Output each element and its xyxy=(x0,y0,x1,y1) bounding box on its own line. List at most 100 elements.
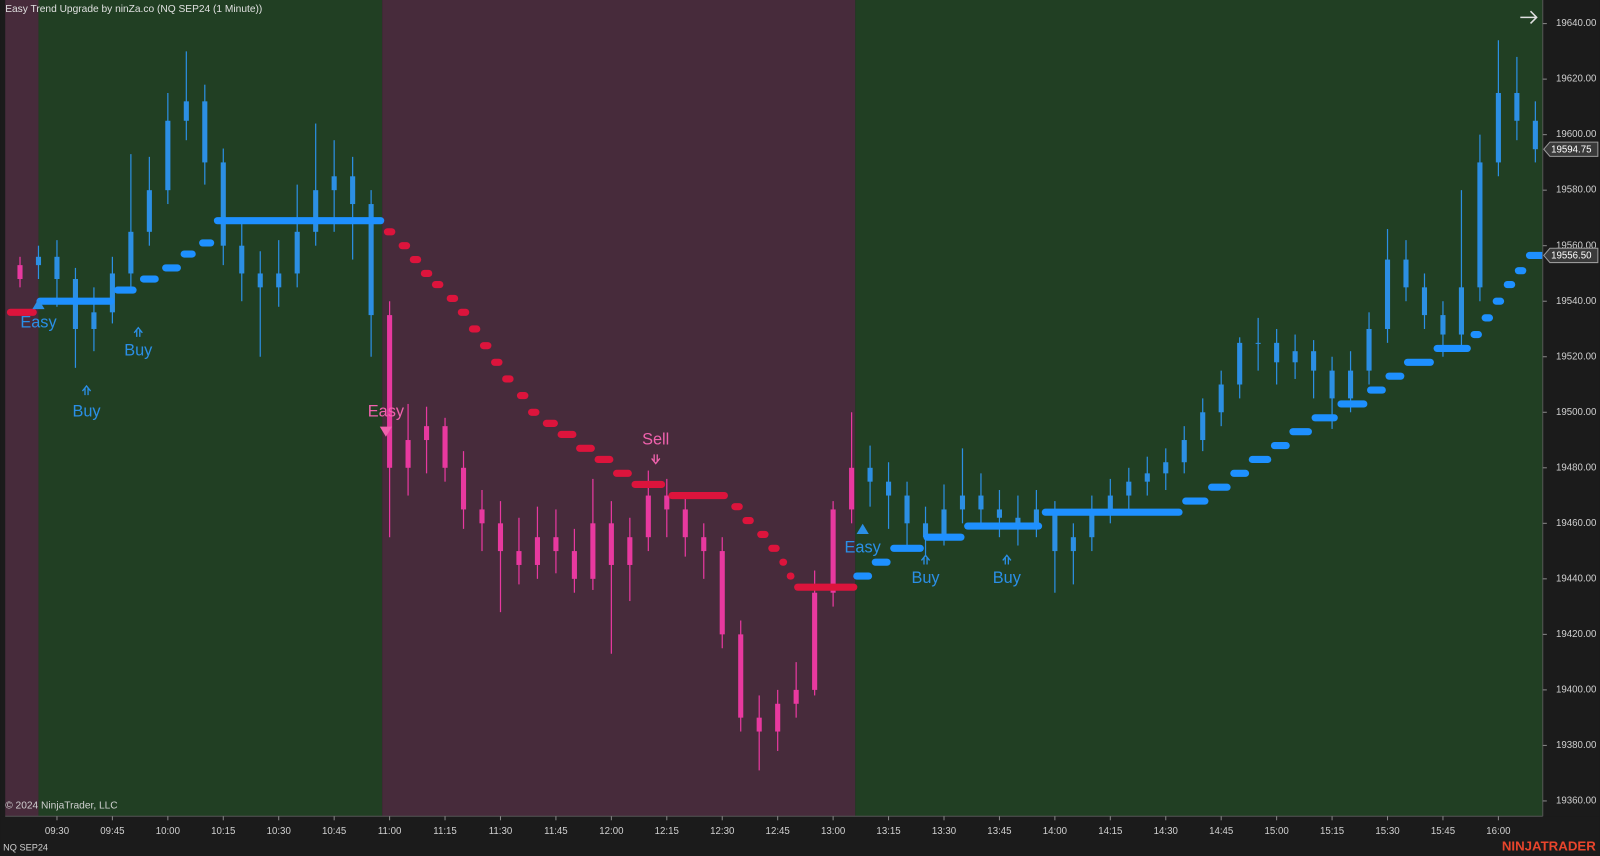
y-tick-label: 19440.00 xyxy=(1556,573,1597,584)
signal-label: Easy xyxy=(845,539,882,557)
x-tick-label: 12:30 xyxy=(710,826,735,837)
y-tick-label: 19400.00 xyxy=(1556,684,1597,695)
candle-body xyxy=(1440,315,1446,335)
trend-step xyxy=(757,530,769,538)
copyright: © 2024 NinjaTrader, LLC xyxy=(5,801,117,812)
candle-body xyxy=(257,273,263,288)
candle-body xyxy=(590,523,596,579)
trend-step xyxy=(1182,497,1209,505)
candle-body xyxy=(460,467,467,510)
y-tick-label: 19640.00 xyxy=(1556,18,1597,29)
y-tick-label: 19520.00 xyxy=(1556,351,1597,362)
trend-step xyxy=(1208,483,1231,491)
candle-body xyxy=(996,509,1002,518)
trend-step xyxy=(162,264,181,272)
trend-step xyxy=(6,308,37,316)
y-tick-label: 19420.00 xyxy=(1556,629,1597,640)
candle-body xyxy=(1477,162,1483,288)
trend-step xyxy=(557,430,577,439)
trend-step xyxy=(502,375,514,383)
y-tick-label: 19620.00 xyxy=(1556,74,1597,85)
x-tick-label: 10:45 xyxy=(322,826,346,837)
navigate-arrow-icon[interactable] xyxy=(1520,10,1538,25)
candle-body xyxy=(1052,509,1058,552)
trend-step xyxy=(1270,442,1290,450)
candle-body xyxy=(719,551,725,635)
x-tick-label: 11:15 xyxy=(433,826,457,837)
x-tick-label: 15:30 xyxy=(1375,826,1400,837)
trend-step xyxy=(1503,280,1516,289)
y-tick-label: 19560.00 xyxy=(1556,240,1597,251)
trend-step xyxy=(139,275,159,283)
trend-step xyxy=(446,294,459,303)
candle-body xyxy=(146,190,152,232)
y-tick-label: 19600.00 xyxy=(1556,129,1597,140)
trend-step xyxy=(542,419,558,427)
x-tick-label: 12:45 xyxy=(766,826,790,837)
trend-step xyxy=(594,455,614,464)
signal-arrow xyxy=(920,554,931,565)
trend-step xyxy=(213,217,385,225)
candle-body xyxy=(1144,473,1150,482)
trend-step xyxy=(1470,330,1482,339)
x-tick-label: 09:45 xyxy=(100,826,124,837)
trend-step xyxy=(383,228,396,236)
candle-body xyxy=(1255,342,1261,344)
chart-title: Easy Trend Upgrade by ninZa.co (NQ SEP24… xyxy=(5,4,262,15)
x-tick-label: 09:30 xyxy=(45,826,70,837)
trend-step xyxy=(1492,297,1505,305)
x-tick-label: 11:45 xyxy=(544,826,568,837)
signal-label: Easy xyxy=(368,403,405,421)
x-tick-label: 14:30 xyxy=(1154,826,1179,837)
x-tick-label: 14:45 xyxy=(1209,826,1233,837)
candle-body xyxy=(331,176,337,191)
x-tick-label: 11:30 xyxy=(489,826,513,837)
trend-step xyxy=(576,444,595,452)
x-tick-label: 15:45 xyxy=(1431,826,1455,837)
candle-body xyxy=(571,551,577,579)
trend-step xyxy=(1248,455,1272,464)
trend-step xyxy=(516,392,529,400)
candle-body xyxy=(1237,342,1243,385)
trend-step xyxy=(1403,358,1434,366)
signal-triangle xyxy=(379,426,393,437)
candle-body xyxy=(1181,440,1187,463)
y-tick-label: 19460.00 xyxy=(1556,518,1597,529)
candle-body xyxy=(738,634,744,718)
candle-body xyxy=(516,551,522,565)
candle-body xyxy=(424,426,430,441)
trend-step xyxy=(199,239,215,247)
x-tick-label: 14:00 xyxy=(1043,826,1068,837)
candle-body xyxy=(867,467,873,482)
x-tick-label: 13:15 xyxy=(876,826,900,837)
navigate-arrow[interactable] xyxy=(1516,7,1540,27)
trend-step xyxy=(114,286,137,294)
trend-step xyxy=(853,572,873,580)
trend-step xyxy=(409,256,422,264)
trend-step xyxy=(794,583,858,591)
candle-body xyxy=(479,509,485,524)
trend-step xyxy=(491,358,503,366)
candle-body xyxy=(1089,509,1095,538)
logo: NINJATRADER xyxy=(1502,838,1596,853)
candle-body xyxy=(313,190,319,232)
trend-step xyxy=(1337,400,1368,408)
x-tick-label: 13:45 xyxy=(987,826,1011,837)
time-axis-background xyxy=(0,816,1600,856)
candle-body xyxy=(812,592,818,690)
instrument-label: NQ SEP24 xyxy=(3,842,48,852)
candle-body xyxy=(886,481,892,496)
trend-step xyxy=(768,544,780,552)
candle-body xyxy=(276,273,282,288)
candle-body xyxy=(1384,259,1391,329)
candle-body xyxy=(1458,287,1464,335)
candle-body xyxy=(165,120,171,191)
candle-body xyxy=(941,509,947,538)
candle-body xyxy=(294,231,300,274)
x-tick-label: 12:15 xyxy=(655,826,679,837)
candle-body xyxy=(627,537,633,565)
candle-body xyxy=(387,315,393,468)
candle-body xyxy=(922,523,929,538)
price-marker-label: 19556.50 xyxy=(1551,250,1592,261)
